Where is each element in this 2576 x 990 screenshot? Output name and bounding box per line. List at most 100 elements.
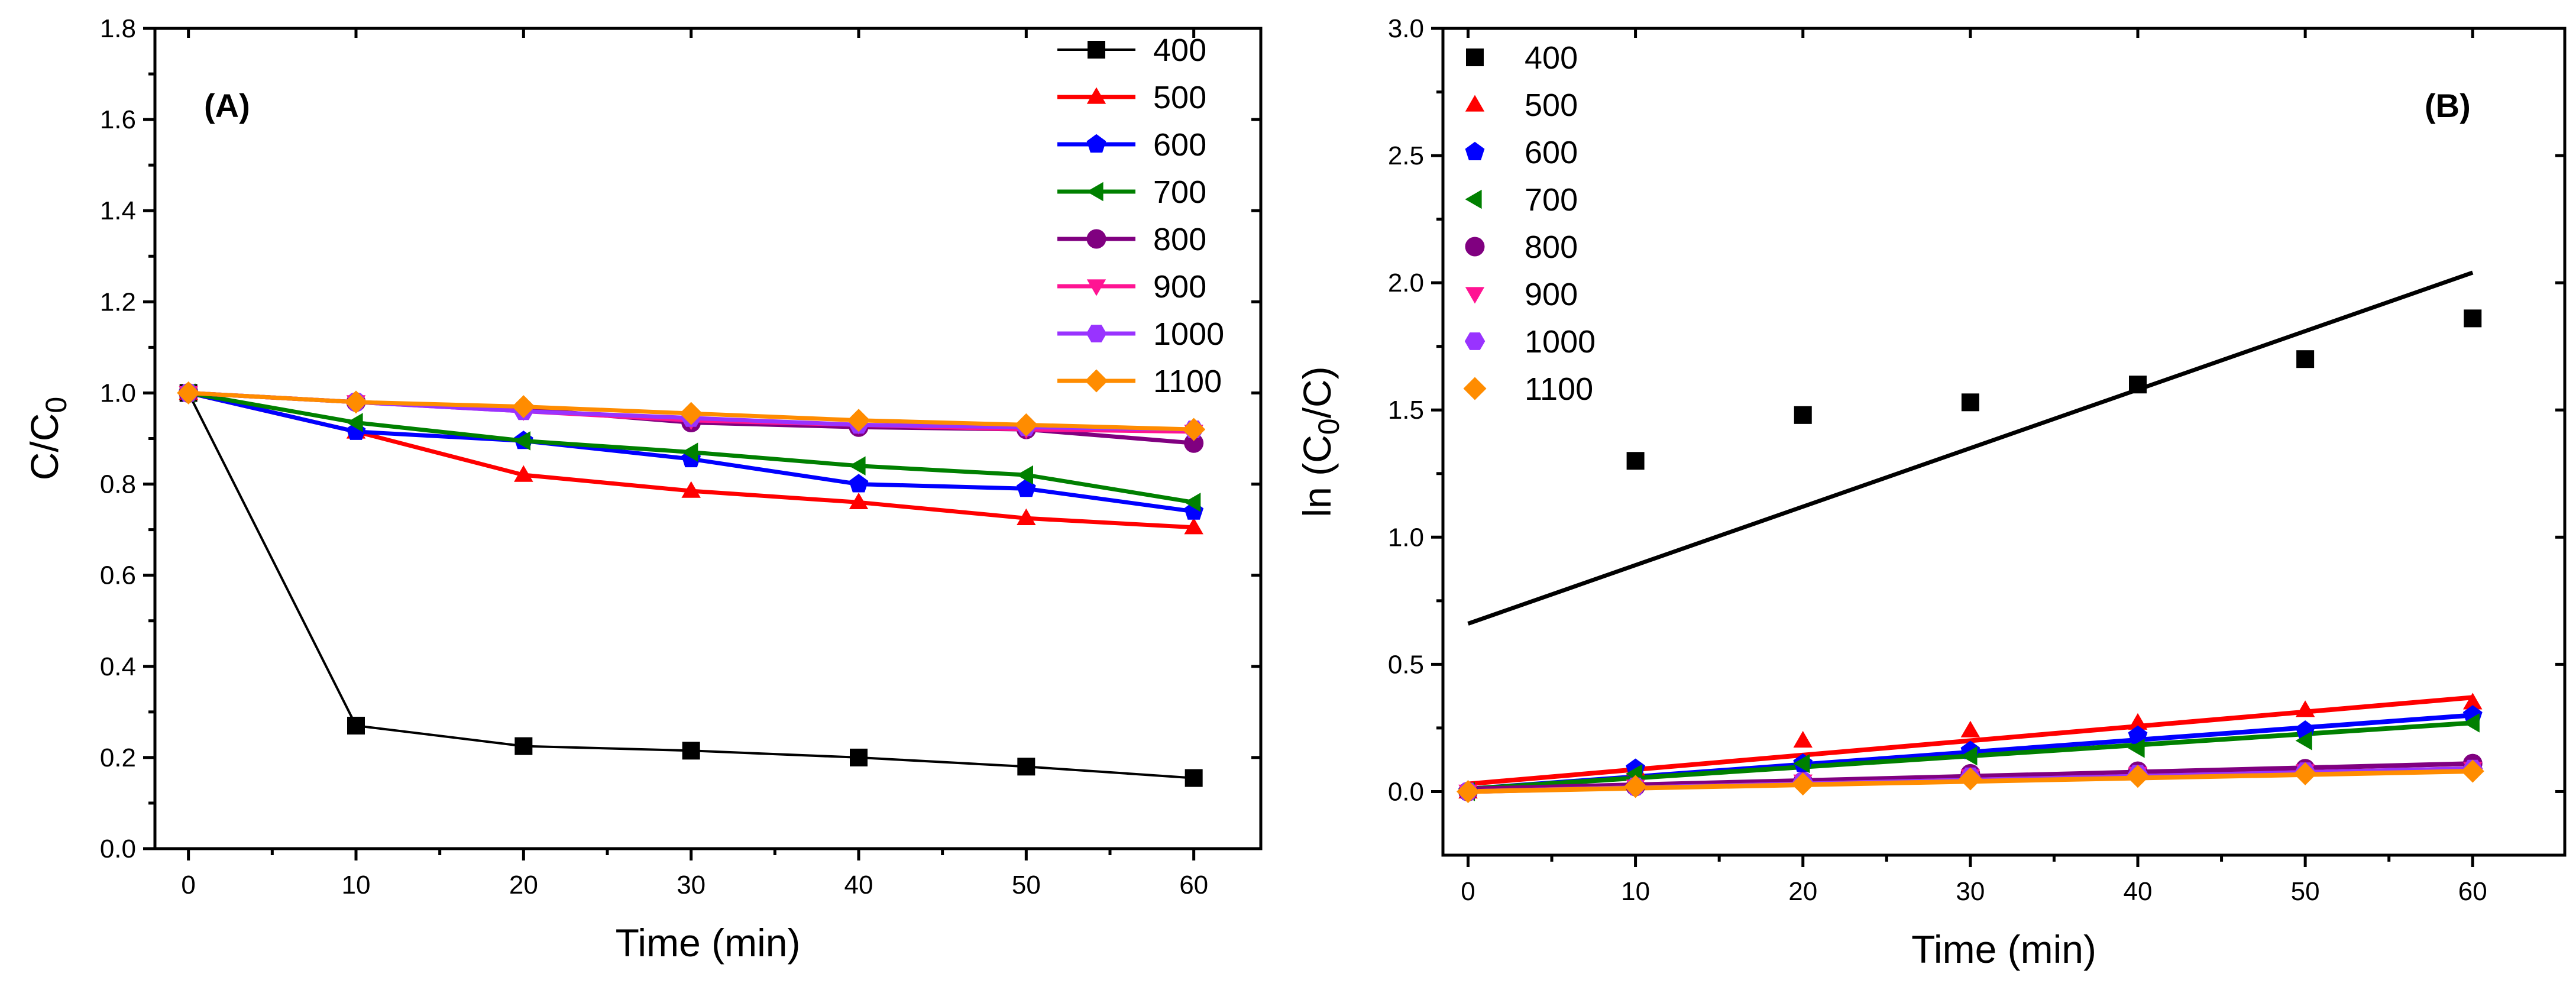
legend-item: 700: [1057, 174, 1206, 210]
legend-label: 500: [1153, 80, 1206, 115]
data-point: [1960, 720, 1980, 737]
legend-swatch-marker: [1086, 182, 1103, 202]
legend-label: 1000: [1153, 316, 1224, 352]
legend-item: 600: [1057, 127, 1206, 163]
data-point: [2296, 350, 2315, 368]
legend-label: 900: [1153, 269, 1206, 305]
data-point: [2129, 376, 2147, 394]
data-point: [1184, 517, 1203, 535]
legend-swatch-marker: [1086, 134, 1106, 153]
x-tick-label: 50: [2291, 877, 2320, 906]
legend-label: 800: [1525, 229, 1578, 265]
data-point: [1961, 393, 1979, 412]
data-point: [2463, 693, 2483, 710]
data-point: [346, 413, 363, 432]
legend-swatch-marker: [1466, 48, 1484, 66]
legend-swatch-marker: [1085, 369, 1108, 393]
y-axis-label-sub: 0: [1312, 418, 1345, 435]
x-tick-label: 10: [1621, 877, 1650, 906]
legend-swatch-marker: [1464, 332, 1486, 350]
data-point: [1184, 493, 1201, 512]
legend-item: 1000: [1464, 324, 1596, 360]
data-point: [1014, 413, 1038, 436]
y-tick-label: 1.0: [100, 378, 136, 407]
legend-swatch-marker: [1465, 95, 1485, 112]
data-point: [2464, 309, 2482, 328]
legend-label: 800: [1153, 222, 1206, 257]
data-point: [847, 409, 870, 432]
x-tick-label: 0: [181, 871, 195, 900]
data-point: [2128, 725, 2148, 744]
data-point: [1960, 746, 1978, 766]
x-tick-label: 40: [2124, 877, 2153, 906]
panel-label: (A): [204, 87, 250, 124]
legend-label: 1100: [1153, 364, 1222, 399]
y-tick-label: 1.2: [100, 287, 136, 316]
legend-label: 1000: [1525, 324, 1596, 360]
panel-b: 0 10 20 30 40 50 60 0.0 0.5 1.0 1.5 2.0 2.5 3.0 Time (…: [1295, 14, 2567, 971]
data-point: [344, 390, 368, 414]
legend-item: 500: [1057, 80, 1206, 115]
data-point: [1794, 406, 1812, 424]
data-point: [1959, 767, 1982, 791]
data-point: [347, 716, 365, 735]
legend-label: 600: [1525, 135, 1578, 170]
data-point: [2128, 739, 2145, 758]
data-point: [1185, 769, 1203, 787]
y-axis-label: ln (C0/C): [1295, 366, 1345, 517]
y-tick-label: 0.6: [100, 561, 136, 590]
legend-item: 1100: [1463, 371, 1593, 407]
data-point: [2461, 759, 2484, 783]
data-point: [681, 442, 698, 462]
x-tick-label: 0: [1461, 877, 1475, 906]
legend-swatch-marker: [1463, 377, 1487, 400]
x-tick-label: 60: [2458, 877, 2487, 906]
legend: 400 500 600 700 800 900 1000 1100: [1057, 33, 1224, 399]
data-point: [512, 395, 535, 419]
data-point: [1017, 758, 1035, 776]
legend-item: 800: [1057, 222, 1206, 257]
legend-item: 700: [1465, 182, 1578, 218]
legend-swatch-marker: [1465, 287, 1485, 304]
data-point: [1793, 753, 1810, 774]
data-point: [849, 492, 869, 509]
y-tick-label: 1.6: [100, 105, 136, 134]
data-point: [2295, 700, 2315, 717]
series-1100: [177, 381, 1206, 441]
legend-swatch-marker: [1088, 41, 1105, 59]
legend-swatch-marker: [1465, 189, 1482, 209]
legend-item: 500: [1465, 88, 1578, 123]
y-axis-label-main: C/C: [22, 413, 66, 481]
data-point: [2126, 765, 2150, 788]
y-tick-label: 1.4: [100, 196, 136, 225]
data-point: [1017, 508, 1036, 525]
data-point: [1457, 780, 1480, 803]
y-axis-label: C/C0: [22, 397, 73, 480]
data-point: [514, 737, 533, 755]
data-point: [1793, 730, 1813, 748]
legend-swatch-marker: [1086, 87, 1106, 104]
data-point: [2128, 713, 2148, 730]
legend-item: 900: [1057, 269, 1206, 305]
y-axis-label-sub: 0: [40, 397, 73, 413]
data-point: [1016, 465, 1033, 485]
data-point: [513, 431, 530, 451]
data-point: [1791, 772, 1815, 796]
legend-item: 400: [1466, 40, 1578, 76]
data-point: [177, 381, 200, 405]
x-tick-label: 40: [844, 871, 873, 900]
series-400: [1626, 309, 2482, 470]
y-tick-label: 1.0: [1388, 523, 1424, 552]
series-1100: [1457, 759, 2484, 803]
y-tick-label: 2.0: [1388, 268, 1424, 297]
data-point: [2462, 713, 2480, 733]
legend-swatch-marker: [1086, 279, 1106, 296]
panel-a: 0 10 20 30 40 50 60 0.0 0.2 0.4 0.6 0.8 1.0 1.2 1.4 1.6…: [22, 14, 1263, 965]
legend-item: 900: [1465, 277, 1578, 312]
legend-label: 1100: [1525, 371, 1593, 407]
y-tick-label: 0.2: [100, 743, 136, 772]
legend-label: 700: [1525, 182, 1578, 218]
legend-item: 1100: [1057, 364, 1222, 399]
x-tick-label: 10: [342, 871, 371, 900]
